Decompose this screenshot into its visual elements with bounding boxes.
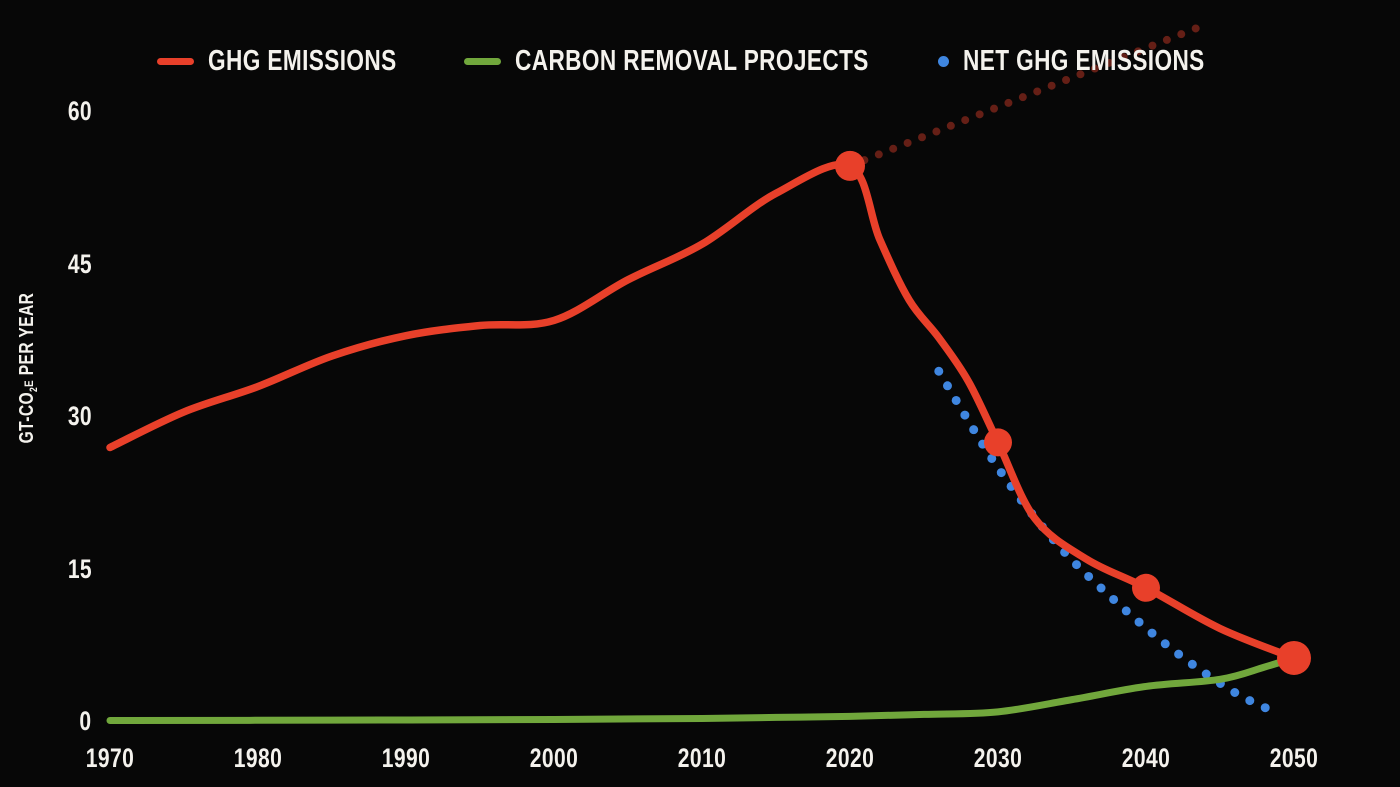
- ghg-emissions-marker-2020: [835, 150, 865, 181]
- legend-line-swatch-icon: [157, 57, 194, 65]
- x-tick-1990: 1990: [381, 743, 431, 773]
- y-tick-45: 45: [67, 248, 92, 279]
- chart-legend: GHG EMISSIONS CARBON REMOVAL PROJECTS NET …: [0, 44, 1400, 78]
- x-tick-2010: 2010: [677, 743, 727, 773]
- legend-label: NET GHG EMISSIONS: [963, 45, 1205, 77]
- x-tick-2020: 2020: [825, 743, 875, 773]
- y-tick-15: 15: [67, 553, 92, 584]
- x-tick-2000: 2000: [529, 743, 579, 773]
- carbon-removal-projects-line: [106, 654, 1298, 724]
- legend-item-ghg-emissions: GHG EMISSIONS: [157, 44, 450, 78]
- legend-label: GHG EMISSIONS: [208, 45, 397, 77]
- y-tick-60: 60: [67, 96, 92, 126]
- ghg-emissions-marker-2030: [984, 428, 1012, 457]
- net-ghg-emissions-line: [934, 366, 1284, 719]
- y-tick-0: 0: [79, 706, 92, 736]
- y-tick-30: 30: [67, 401, 92, 431]
- x-tick-1980: 1980: [233, 743, 283, 773]
- x-tick-1970: 1970: [85, 743, 135, 773]
- x-tick-2050: 2050: [1269, 743, 1319, 773]
- legend-item-carbon-removal-projects: CARBON REMOVAL PROJECTS: [464, 44, 969, 78]
- x-tick-2040: 2040: [1121, 743, 1171, 773]
- legend-line-swatch-icon: [464, 57, 501, 65]
- legend-label: CARBON REMOVAL PROJECTS: [515, 45, 869, 77]
- legend-dot-swatch-icon: [938, 55, 949, 67]
- legend-item-net-ghg-emissions: NET GHG EMISSIONS: [938, 44, 1273, 78]
- ghg-emissions-marker-2050: [1277, 640, 1311, 675]
- ghg-emissions-projection-line: [846, 23, 1202, 170]
- x-tick-2030: 2030: [973, 743, 1023, 773]
- ghg-emissions-line: [106, 160, 1298, 662]
- ghg-emissions-marker-2040: [1132, 573, 1160, 602]
